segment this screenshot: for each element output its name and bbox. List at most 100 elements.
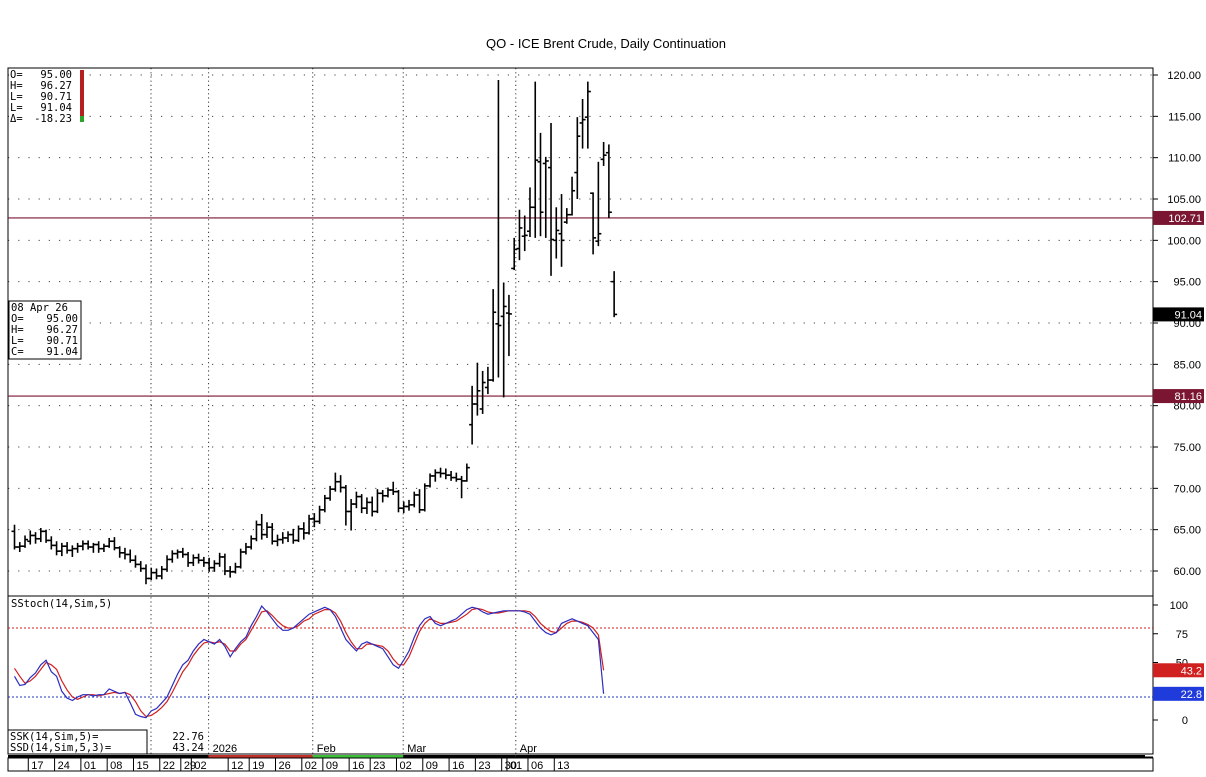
ohlc-bar	[106, 537, 113, 548]
day-tick-label: 12	[231, 760, 243, 772]
price-tick-label: 120.00	[1167, 70, 1201, 82]
reference-line-tag: 102.71	[1168, 213, 1202, 225]
day-tick-label: 23	[373, 760, 385, 772]
ohlc-bar	[269, 523, 276, 545]
ohlc-bar	[53, 541, 60, 556]
ohlc-bar	[421, 483, 428, 512]
ohlc-bar	[437, 467, 444, 478]
ohlc-bar	[111, 537, 118, 551]
day-tick-label: 13	[557, 760, 569, 772]
ohlc-bar	[11, 524, 18, 550]
axis-value-tags: 102.71 81.16 91.04 43.2 22.8	[1153, 210, 1204, 701]
ohlc-bar	[64, 542, 71, 554]
ohlc-bar	[242, 542, 249, 555]
day-tick-label: 08	[110, 760, 122, 772]
price-axis[interactable]: 60.0065.0070.0075.0080.0085.0090.0095.00…	[1153, 70, 1201, 578]
chart-title: QO - ICE Brent Crude, Daily Continuation	[486, 36, 726, 51]
price-tick-label: 115.00	[1168, 111, 1201, 123]
readout-open: 95.00	[40, 69, 72, 81]
readout-low: 90.71	[40, 91, 72, 103]
ssd-line	[13, 607, 605, 718]
ssk-label: SSK(14,Sim,5)=	[10, 731, 99, 743]
day-tick-label: 30	[505, 760, 517, 772]
ohlc-bar	[453, 472, 460, 482]
ohlc-bar	[164, 555, 171, 572]
ohlc-bar	[143, 564, 149, 585]
month-label: Feb	[317, 743, 336, 755]
ohlc-bar	[311, 513, 318, 528]
ohlc-bar	[553, 207, 560, 259]
stoch-values-box: SSK(14,Sim,5)= 22.76 SSD(14,Sim,5,3)= 43…	[7, 729, 204, 755]
ohlc-bar	[584, 81, 591, 149]
stochastic-panel: 0255075100	[8, 600, 1188, 727]
ohlc-bar	[332, 472, 339, 492]
readout-green-bar	[80, 116, 84, 122]
ohlc-bar	[295, 525, 302, 543]
price-tick-label: 75.00	[1173, 442, 1201, 454]
ohlc-bar	[574, 117, 581, 199]
month-band	[515, 755, 1145, 758]
ohlc-bar	[442, 468, 449, 480]
ohlc-bar	[595, 161, 602, 247]
day-tick-label: 16	[452, 760, 464, 772]
ohlc-bar	[474, 362, 481, 416]
ohlc-bar	[43, 529, 50, 543]
ssd-label: SSD(14,Sim,5,3)=	[10, 742, 111, 754]
ohlc-bar	[100, 543, 107, 552]
ohlc-bar	[32, 532, 39, 544]
readout-delta: -18.23	[34, 113, 72, 125]
last-price-tag: 91.04	[1174, 309, 1202, 321]
day-tick-label: 02	[399, 760, 411, 772]
ohlc-bar	[427, 473, 434, 488]
month-label: 2026	[213, 743, 237, 755]
day-tick-label: 16	[352, 760, 364, 772]
ohlc-bar	[69, 545, 76, 557]
ohlc-bar	[521, 215, 528, 252]
price-panel-frame	[7, 67, 1154, 597]
ohlc-bar	[263, 522, 270, 538]
ohlc-bar	[321, 494, 328, 513]
ohlc-bar	[569, 176, 576, 216]
readout-open-label: O=	[10, 69, 23, 81]
ohlc-bar	[137, 561, 144, 572]
ohlc-bar	[232, 562, 239, 574]
ohlc-bar	[48, 536, 55, 550]
ssk-tag: 22.8	[1181, 689, 1202, 701]
readout-delta-label: Δ=	[10, 113, 23, 125]
ohlc-bar	[400, 501, 407, 514]
price-tick-label: 105.00	[1167, 194, 1201, 206]
price-tick-label: 80.00	[1173, 401, 1201, 413]
ohlc-bar	[484, 366, 491, 395]
ohlc-bar	[27, 530, 34, 545]
ohlc-bar	[605, 144, 612, 219]
ohlc-bar	[237, 548, 244, 569]
month-band	[208, 755, 313, 758]
ohlc-bar	[337, 475, 344, 493]
readout-red-bar	[80, 70, 84, 116]
ohlc-bar	[153, 568, 160, 580]
ohlc-bar	[395, 489, 402, 513]
price-tick-label: 70.00	[1173, 483, 1201, 495]
ohlc-bar	[363, 497, 370, 514]
ohlc-bar	[174, 549, 181, 559]
day-tick-label: 02	[305, 760, 317, 772]
ohlc-bar	[532, 81, 539, 238]
readout-low-label: L=	[10, 91, 23, 103]
day-tick-label: 23	[478, 760, 490, 772]
readout-low2: 91.04	[40, 102, 72, 114]
ssk-line	[13, 605, 605, 719]
cursor-open-label: O=	[11, 313, 24, 325]
readout-high-label: H=	[10, 80, 23, 92]
price-tick-label: 95.00	[1173, 277, 1201, 289]
cursor-close: 91.04	[46, 346, 78, 358]
ohlc-bar	[342, 485, 349, 526]
ohlc-bar	[542, 156, 549, 238]
ohlc-bar	[511, 237, 518, 271]
ohlc-bar	[258, 513, 265, 540]
cursor-high-label: H=	[11, 324, 24, 336]
ohlc-bar	[390, 481, 397, 495]
price-tick-label: 60.00	[1173, 566, 1201, 578]
ohlc-bar	[85, 540, 92, 550]
ohlc-bar	[200, 556, 207, 567]
